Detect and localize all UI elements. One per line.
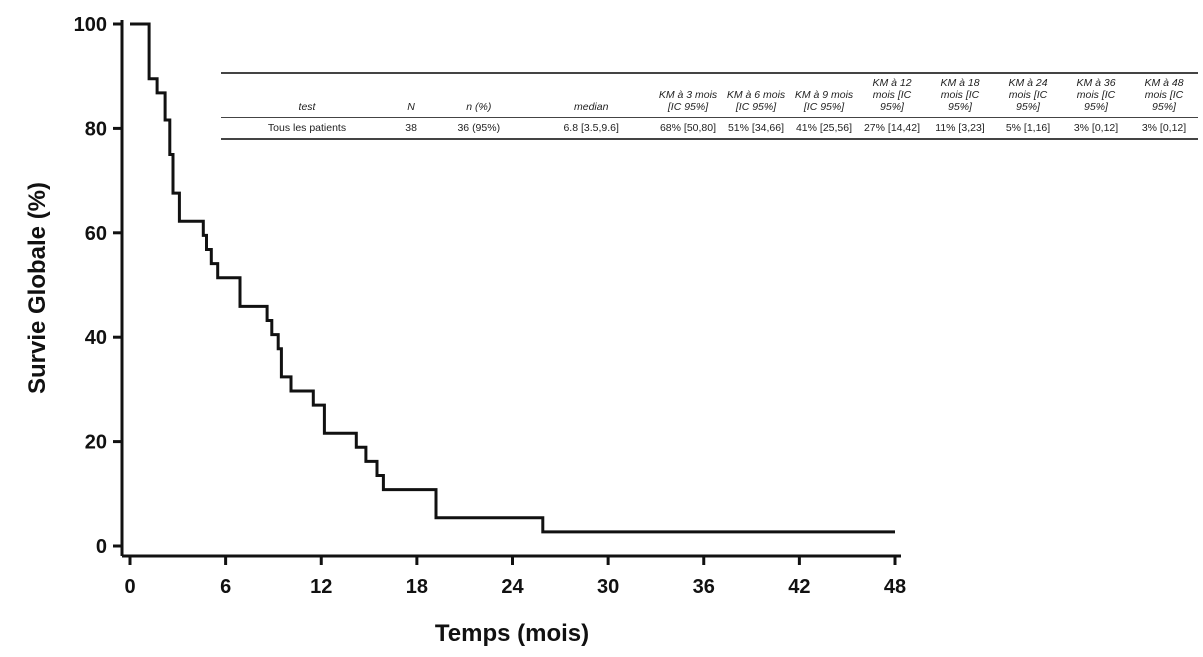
table-header-cell: KM à 12 mois [IC 95%] [858,73,926,118]
table-header-cell: KM à 9 mois [IC 95%] [790,73,858,118]
x-tick-label: 18 [406,576,428,598]
y-tick-label: 20 [85,432,107,454]
y-axis-title: Survie Globale (%) [24,182,51,394]
x-tick-label: 30 [597,576,619,598]
table-header-cell: KM à 36 mois [IC 95%] [1062,73,1130,118]
y-tick-label: 40 [85,327,107,349]
table-cell: 3% [0,12] [1141,122,1187,134]
table-cell: 41% [25,56] [795,122,853,134]
y-tick-label: 60 [85,223,107,245]
x-tick-label: 42 [788,576,810,598]
x-tick-label: 36 [693,576,715,598]
x-tick-label: 12 [310,576,332,598]
y-tick-label: 0 [96,536,107,558]
table-header-cell: median [528,73,654,118]
y-tick-label: 80 [85,118,107,140]
tick-group: 0 6 12 18 24 30 36 42 48 0 20 40 60 80 100 [74,14,907,598]
table-cell: 27% [14,42] [863,122,921,134]
table-header-cell: KM à 3 mois [IC 95%] [654,73,722,118]
table-header-cell: N [393,73,430,118]
table-body: Tous les patients 38 36 (95%) 6.8 [3.5,9.6]… [221,118,1198,140]
x-tick-label: 0 [124,576,135,598]
x-tick-label: 24 [501,576,524,598]
table-header-cell: test [221,73,394,118]
table-header-cell: KM à 6 mois [IC 95%] [722,73,790,118]
table-cell: Tous les patients [267,122,347,134]
table-cell: 38 [405,122,417,134]
table-row: Tous les patients 38 36 (95%) 6.8 [3.5,9.6]… [221,118,1198,140]
table-cell: 68% [50,80] [659,122,717,134]
table-header-cell: KM à 18 mois [IC 95%] [926,73,994,118]
table-header-cell: n (%) [429,73,529,118]
table-cell: 11% [3,23] [935,122,985,134]
table-header-cell: KM à 48 mois [IC 95%] [1130,73,1198,118]
curve-group [130,22,895,534]
x-tick-label: 6 [220,576,231,598]
table-cell: 6.8 [3.5,9.6] [563,122,619,134]
table-cell: 3% [0,12] [1073,122,1119,134]
table-cell: 5% [1,16] [1005,122,1051,134]
survival-curve [130,22,895,534]
x-axis-title: Temps (mois) [435,620,589,647]
table-cell: 51% [34,66] [727,122,785,134]
y-tick-label: 100 [74,14,107,36]
x-tick-label: 48 [884,576,906,598]
table-header-cell: KM à 24 mois [IC 95%] [994,73,1062,118]
table-cell: 36 (95%) [457,122,501,134]
